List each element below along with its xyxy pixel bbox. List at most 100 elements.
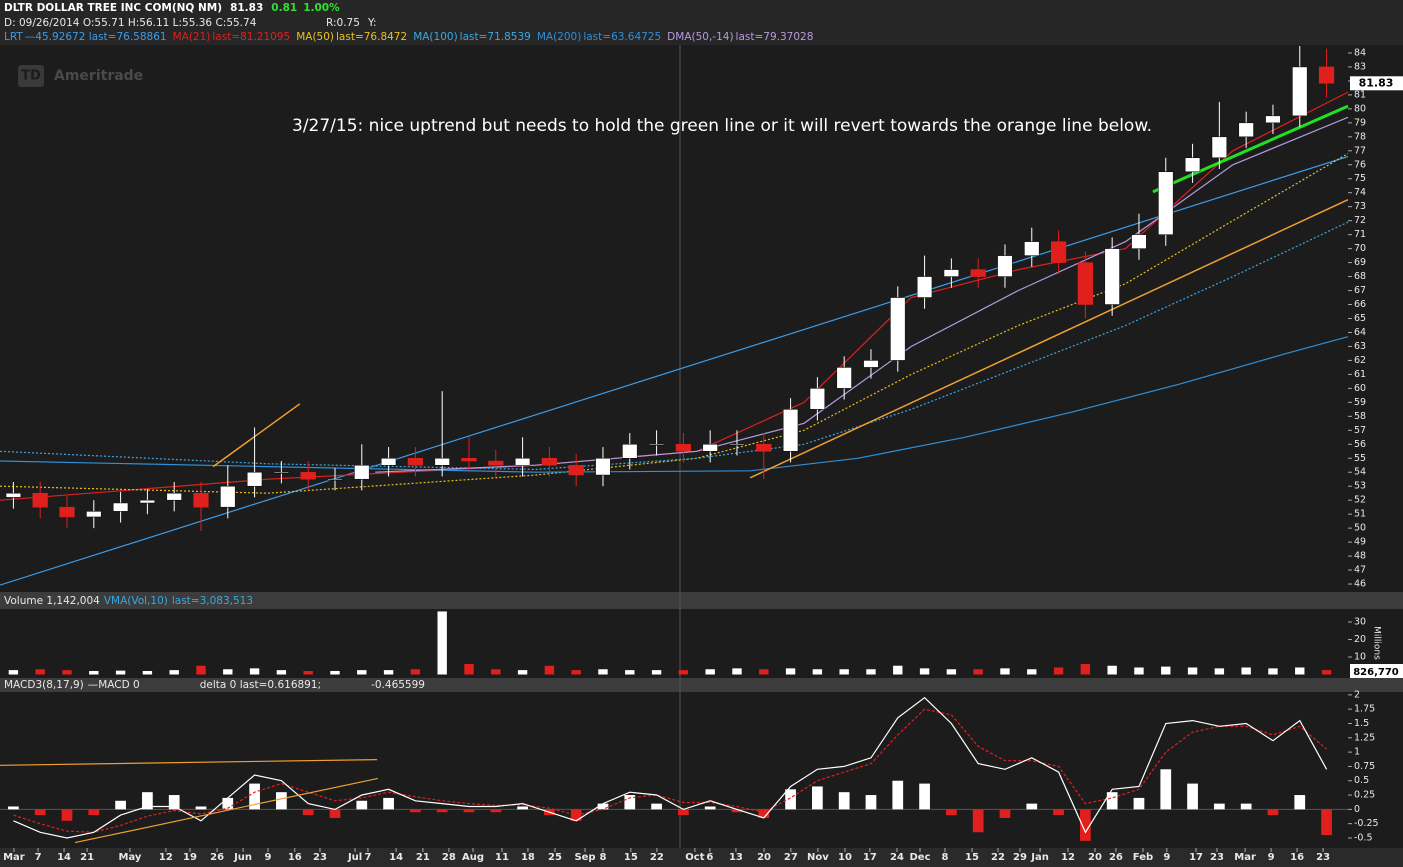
- macd-header-bar: [0, 678, 1403, 692]
- candle-body: [595, 458, 611, 476]
- volume-bar: [893, 665, 903, 675]
- y-tick-label: 52: [1354, 495, 1366, 506]
- logo: TD: [21, 69, 41, 84]
- histogram-bar: [758, 809, 770, 818]
- volume-bar: [1053, 667, 1064, 675]
- volume-panel: [0, 609, 1348, 678]
- volume-bar: [142, 670, 153, 675]
- x-tick-label: 15: [624, 852, 638, 863]
- candle-body: [166, 492, 182, 501]
- y-tick-label: 46: [1354, 579, 1366, 590]
- histogram-bar: [1240, 803, 1252, 810]
- histogram-bar: [785, 789, 796, 810]
- x-tick-label: 9: [1163, 852, 1170, 863]
- candle-body: [327, 478, 343, 481]
- y-tick-label: 56: [1354, 439, 1366, 450]
- last-price: 81.83: [1359, 76, 1394, 89]
- x-tick-label: 23: [1316, 852, 1330, 863]
- volume-bar: [785, 668, 796, 675]
- histogram-bar: [1294, 795, 1306, 810]
- histogram-bar: [356, 800, 368, 810]
- candle-body: [1077, 262, 1093, 305]
- volume-bar: [169, 670, 179, 675]
- volume-bar: [1134, 667, 1144, 675]
- histogram-bar: [624, 795, 636, 810]
- y-tick-label: 48: [1354, 551, 1366, 562]
- y-tick-label: 77: [1354, 145, 1366, 156]
- x-tick-label: 12: [159, 852, 173, 863]
- candle-body: [648, 444, 665, 446]
- y-tick-label: 61: [1354, 369, 1366, 380]
- y-tick-label: 58: [1354, 411, 1366, 422]
- histogram-bar: [972, 809, 984, 833]
- candle-body: [943, 269, 959, 277]
- candle-body: [1158, 171, 1174, 235]
- histogram-bar: [1080, 809, 1091, 841]
- histogram-bar: [812, 786, 823, 810]
- histogram-bar: [1321, 809, 1332, 836]
- signal-line: [13, 708, 1327, 833]
- x-tick-label: Feb: [1133, 852, 1153, 863]
- x-tick-label: 23: [313, 852, 327, 863]
- x-tick-label: Dec: [910, 852, 931, 863]
- volume-bar: [1080, 663, 1091, 675]
- x-tick-label: 28: [442, 852, 456, 863]
- candle-body: [997, 255, 1013, 277]
- volume-header-bar: [0, 592, 1403, 609]
- volume-bar: [464, 663, 474, 675]
- histogram-bar: [61, 809, 73, 821]
- y-tick-label: 67: [1354, 285, 1366, 296]
- candle-body: [1104, 248, 1120, 305]
- candle-body: [863, 360, 879, 368]
- y-tick-label: 2: [1354, 689, 1360, 700]
- volume-bar: [759, 669, 769, 675]
- x-tick-label: 22: [991, 852, 1005, 863]
- x-tick-label: 14: [57, 852, 71, 863]
- x-tick-label: 8: [599, 852, 606, 863]
- histogram-bar: [195, 806, 207, 810]
- histogram-bar: [168, 795, 180, 810]
- candle-body: [1211, 136, 1227, 159]
- x-tick-label: 8: [941, 852, 948, 863]
- moving-average: [0, 155, 1349, 586]
- histogram-bar: [436, 809, 448, 813]
- x-tick-label: Oct: [685, 852, 704, 863]
- y-tick-label: 84: [1354, 47, 1366, 58]
- x-tick-label: Mar: [1234, 852, 1256, 863]
- y-tick-label: 71: [1354, 229, 1366, 240]
- y-tick-label: 64: [1354, 327, 1366, 338]
- x-tick-label: 6: [706, 852, 713, 863]
- y-tick-label: 49: [1354, 537, 1366, 548]
- histogram-bar: [1106, 792, 1118, 810]
- x-tick-label: Jun: [233, 852, 252, 863]
- candle-body: [354, 464, 370, 480]
- volume-bar: [276, 670, 287, 675]
- volume-bar: [437, 611, 447, 675]
- histogram-bar: [383, 797, 394, 810]
- x-tick-label: 18: [521, 852, 535, 863]
- volume-bar: [544, 665, 555, 675]
- legend-text: last=81.21095: [212, 31, 290, 43]
- histogram-bar: [1133, 797, 1145, 810]
- x-tick-label: 23: [1210, 852, 1224, 863]
- histogram-bar: [731, 809, 743, 813]
- legend-text: last=76.8472: [336, 31, 407, 43]
- legend-text: MA(50): [296, 31, 334, 43]
- y-tick-label: -0.25: [1354, 818, 1379, 829]
- candle-body: [461, 458, 477, 462]
- candle-body: [702, 444, 718, 452]
- x-tick-label: Aug: [462, 852, 484, 863]
- x-tick-label: 22: [650, 852, 664, 863]
- histogram-bar: [490, 809, 502, 813]
- volume-bar: [62, 670, 72, 675]
- volume-bar: [249, 668, 260, 675]
- x-tick-label: 16: [1290, 852, 1304, 863]
- trendline: [74, 777, 379, 844]
- legend-text: 0.81: [271, 2, 297, 14]
- volume-bar: [571, 670, 581, 675]
- y-tick-label: 78: [1354, 131, 1366, 142]
- y-tick-label: 65: [1354, 313, 1366, 324]
- last-price-box: [1350, 76, 1403, 91]
- histogram-bar: [142, 792, 153, 810]
